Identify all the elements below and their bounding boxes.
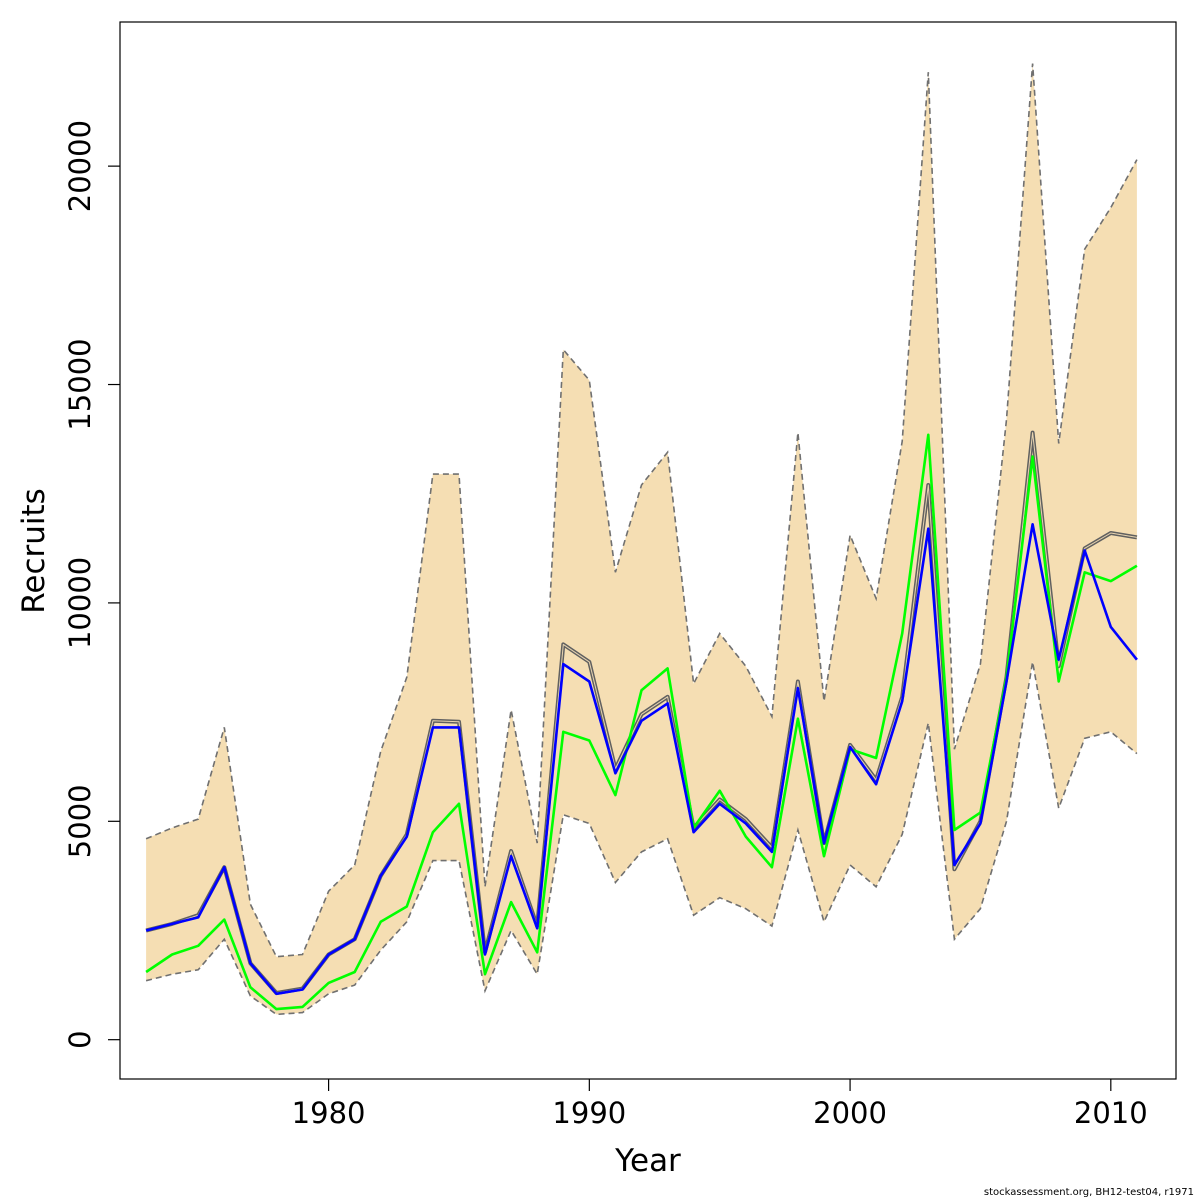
y-tick-label: 0	[63, 1030, 97, 1048]
series-line-green	[145, 433, 1138, 1011]
x-tick-label: 1990	[552, 1096, 626, 1130]
y-tick-label: 15000	[63, 338, 97, 430]
x-tick-label: 2010	[1074, 1096, 1148, 1130]
x-axis-title: Year	[614, 1143, 681, 1179]
y-tick-label: 20000	[63, 120, 97, 212]
band-fill	[146, 63, 1137, 1015]
footer-credit: stockassessment.org, BH12-test04, r1971	[983, 1187, 1194, 1198]
band-upper-edge	[145, 63, 1138, 958]
y-axis: 0 5000 10000 15000 20000	[63, 120, 120, 1049]
series-line-blue	[145, 522, 1138, 996]
confidence-band	[145, 63, 1138, 1016]
x-tick-label: 2000	[813, 1096, 887, 1130]
y-tick-label: 5000	[63, 784, 97, 858]
y-tick-label: 10000	[63, 557, 97, 649]
y-axis-title: Recruits	[16, 488, 52, 614]
band-lower-edge	[145, 661, 1138, 1016]
series-lines	[145, 430, 1138, 1011]
plot-frame	[119, 21, 1177, 1080]
x-axis: 1980 1990 2000 2010	[292, 1079, 1148, 1130]
x-tick-label: 1980	[292, 1096, 366, 1130]
